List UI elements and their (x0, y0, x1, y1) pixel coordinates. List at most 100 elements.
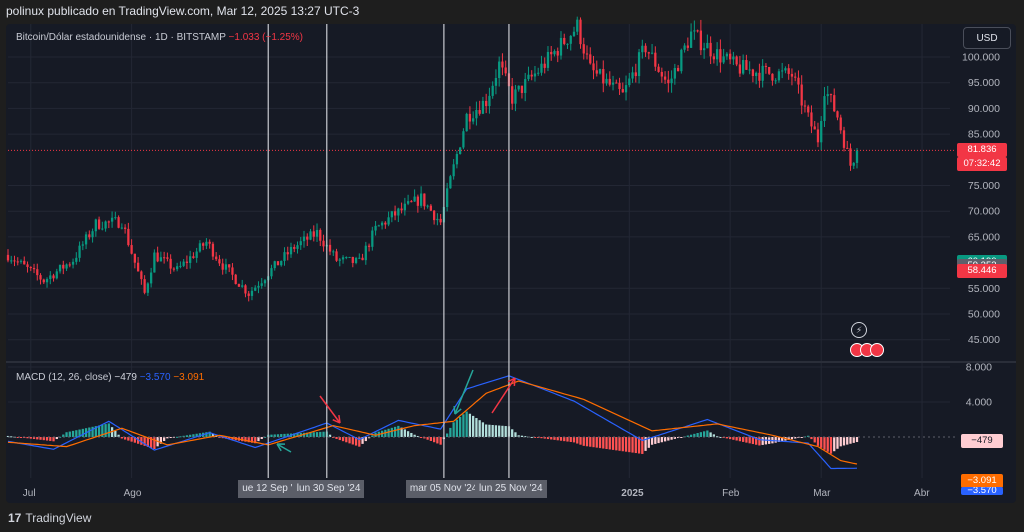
time-axis-date-box: mar 05 Nov '24 (405, 480, 482, 498)
macd-value-signal: −3.091 (173, 372, 205, 383)
macd-bar (449, 427, 452, 437)
macd-bar (637, 437, 641, 454)
candle (302, 236, 306, 242)
macd-bar (257, 437, 260, 442)
candle (498, 61, 501, 78)
macd-name: MACD (12, 26, close) (16, 372, 112, 383)
macd-bar (813, 437, 816, 443)
macd-bar (123, 437, 127, 440)
candle (650, 52, 654, 54)
macd-bar (602, 437, 605, 449)
candle (332, 251, 335, 253)
lightning-icon[interactable]: ⚡ (851, 322, 867, 338)
macd-bar (621, 437, 624, 452)
tradingview-logo[interactable]: 17 TradingView (8, 511, 91, 525)
macd-bar (153, 437, 156, 449)
arrow-head (276, 443, 286, 452)
candle (374, 225, 377, 231)
candle (829, 94, 833, 96)
candle (390, 211, 393, 218)
candle (657, 66, 660, 72)
macd-bar (273, 434, 276, 437)
macd-bar (410, 432, 413, 437)
candle (621, 89, 624, 93)
macd-bar (367, 437, 371, 439)
macd-bar (455, 419, 459, 437)
us-flag-icon[interactable] (870, 343, 884, 357)
candle (358, 257, 361, 259)
candle (781, 70, 784, 72)
countdown-tag: 07:32:42 (957, 157, 1007, 172)
macd-bar (569, 437, 572, 442)
candle (328, 244, 332, 252)
macd-bar (270, 434, 273, 437)
candle (624, 85, 628, 93)
candle (393, 211, 397, 216)
candle (839, 117, 842, 131)
candle (215, 256, 218, 260)
candle (416, 196, 420, 206)
candle (192, 256, 195, 258)
footer: 17 TradingView (0, 505, 1024, 532)
event-flags[interactable] (850, 343, 886, 359)
macd-bar (244, 437, 247, 442)
candle (790, 73, 794, 77)
macd-bar (211, 433, 215, 437)
macd-bar (45, 437, 49, 441)
candle (807, 106, 810, 113)
candle (689, 31, 693, 48)
macd-bar (563, 437, 566, 442)
macd-bar (559, 437, 563, 441)
price-axis-label: 65.000 (968, 231, 1000, 243)
macd-bar (660, 437, 663, 443)
candle (410, 201, 413, 203)
chart-panel[interactable] (6, 24, 1016, 503)
macd-bar (6, 435, 10, 437)
candle (615, 82, 618, 84)
macd-bar (221, 437, 224, 439)
candle (244, 285, 247, 294)
macd-bar (566, 437, 569, 442)
candle (855, 150, 859, 163)
macd-bar (62, 434, 65, 437)
macd-bar (162, 437, 166, 442)
candle (176, 266, 179, 270)
macd-bar (55, 437, 58, 440)
candle (299, 241, 302, 246)
candle (755, 72, 758, 77)
candle (133, 253, 137, 263)
candle (75, 257, 78, 262)
macd-bar (26, 437, 29, 439)
macd-bar (88, 427, 91, 437)
macd-bar (735, 437, 738, 441)
candle (104, 221, 107, 229)
candle (452, 164, 455, 177)
macd-bar (820, 437, 823, 448)
candle (774, 80, 777, 82)
candle (202, 243, 205, 246)
price-axis-label: 90.000 (968, 103, 1000, 115)
last-price-tag: 81.836 (957, 143, 1007, 158)
candle (42, 279, 45, 283)
macd-bar (709, 432, 712, 437)
macd-value-hist: −479 (114, 372, 137, 383)
candle (663, 76, 667, 80)
candle (462, 131, 465, 148)
macd-bar (149, 437, 153, 448)
macd-bar (836, 437, 839, 449)
candle (432, 210, 436, 221)
candle (602, 69, 605, 84)
candle (702, 48, 706, 51)
candle (49, 275, 52, 280)
candle (205, 241, 208, 246)
macd-bar (189, 434, 192, 437)
macd-bar (790, 437, 794, 440)
candle (289, 247, 293, 255)
macd-bar (732, 437, 735, 440)
candle (127, 228, 130, 246)
macd-bar (777, 437, 781, 442)
arrow-head (507, 377, 516, 387)
currency-button[interactable]: USD (963, 27, 1011, 49)
candle (768, 66, 771, 74)
